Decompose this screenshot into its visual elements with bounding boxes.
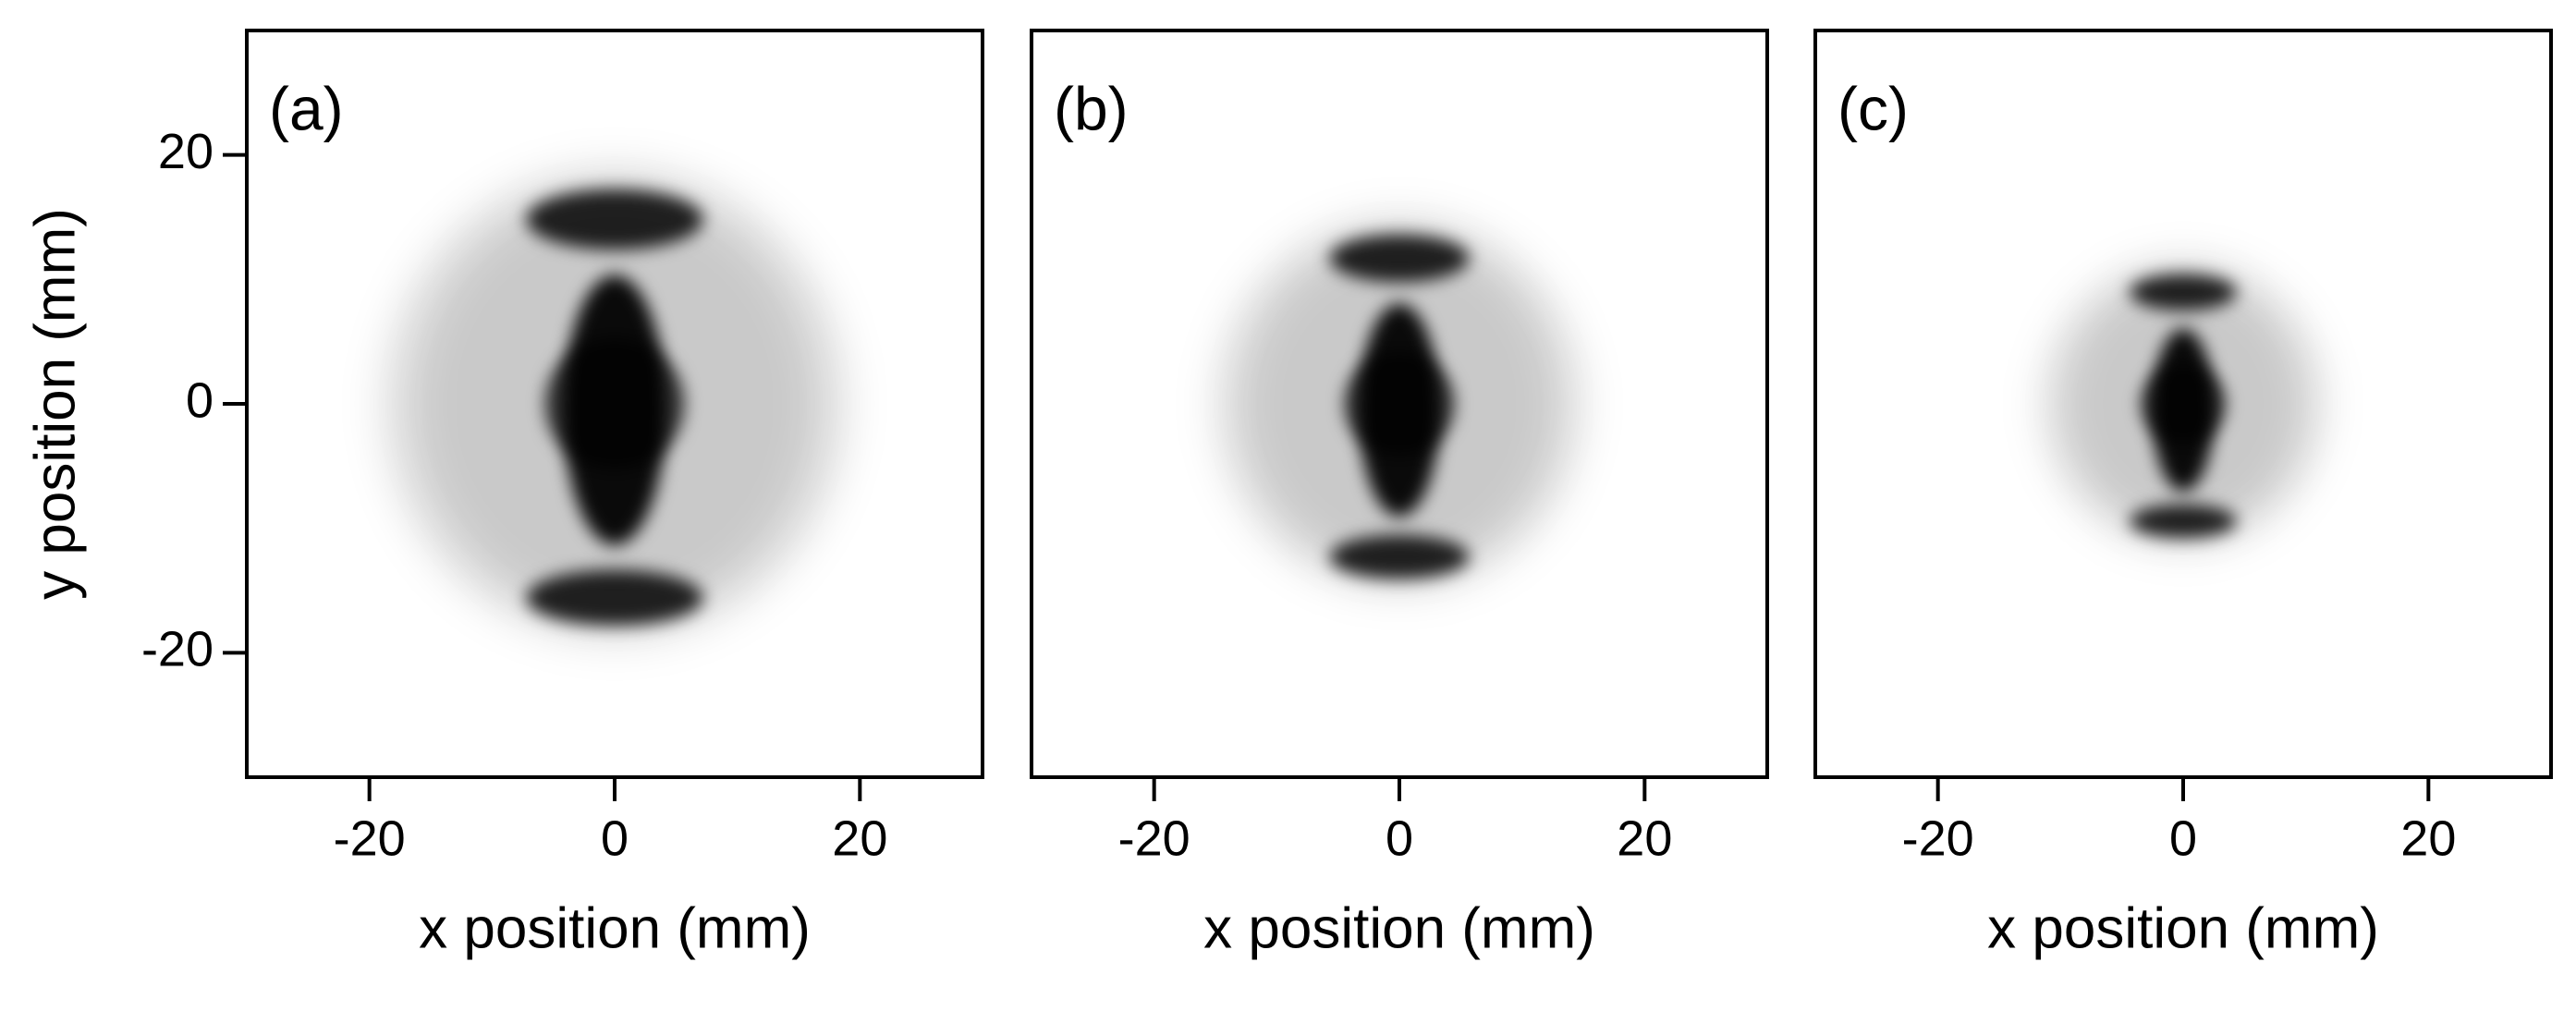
top-cap <box>2130 274 2237 311</box>
y-tick-label: 20 <box>158 124 214 179</box>
x-tick-label: -20 <box>334 810 406 866</box>
panel-label: (b) <box>1054 74 1129 142</box>
x-axis-label: x position (mm) <box>1203 896 1595 960</box>
x-tick-label: 0 <box>2169 810 2197 866</box>
x-axis-label: x position (mm) <box>419 896 811 960</box>
x-tick-label: -20 <box>1118 810 1190 866</box>
x-tick-label: 0 <box>601 810 629 866</box>
bottom-cap <box>2130 504 2237 539</box>
panel-label: (c) <box>1837 74 1909 142</box>
top-cap <box>1329 234 1470 283</box>
core-ring <box>544 338 685 469</box>
plot-image <box>2042 260 2325 548</box>
y-tick-label: -20 <box>141 622 214 677</box>
x-tick-label: 20 <box>832 810 887 866</box>
plot-image <box>381 165 848 642</box>
top-cap <box>526 189 703 250</box>
y-axis-label: y position (mm) <box>23 208 87 600</box>
y-tick-label: 0 <box>186 372 214 428</box>
x-axis-label: x position (mm) <box>1987 896 2379 960</box>
x-tick-label: 20 <box>1617 810 1672 866</box>
bottom-cap <box>526 569 703 627</box>
plot-image <box>1215 216 1583 591</box>
x-tick-label: 20 <box>2400 810 2456 866</box>
panel-label: (a) <box>269 74 344 142</box>
core-ring <box>2141 364 2226 444</box>
x-tick-label: -20 <box>1902 810 1974 866</box>
bottom-cap <box>1329 534 1470 579</box>
x-tick-label: 0 <box>1386 810 1413 866</box>
core-ring <box>1344 352 1455 456</box>
